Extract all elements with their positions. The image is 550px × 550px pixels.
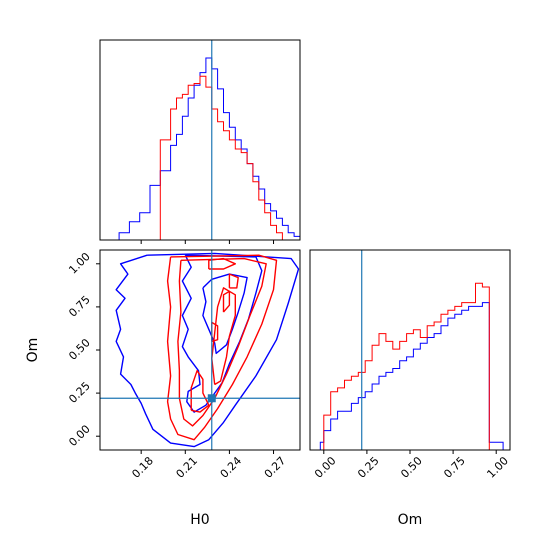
om-tick-label: 0.00 — [66, 422, 93, 449]
h0-hist-frame — [99, 39, 301, 241]
om-x-tick-label: 0.00 — [312, 454, 339, 481]
contour-10 — [208, 257, 236, 270]
h0-tick-label: 0.18 — [129, 454, 156, 481]
om-hist-series-1 — [320, 282, 504, 450]
contour-5 — [190, 370, 210, 413]
om-x-axis-label: Om — [398, 512, 423, 528]
om-tick-label: 0.75 — [66, 293, 93, 320]
om-axis-label: Om — [25, 338, 41, 363]
contour-0 — [115, 252, 300, 448]
om-tick-label: 0.25 — [66, 379, 93, 406]
h0-hist-series-1 — [119, 75, 300, 240]
om-marginal-panel: 0.00 0.25 0.50 0.75 1.00 — [309, 249, 511, 481]
truth-marker — [207, 394, 216, 403]
om-x-tick-label: 0.50 — [398, 454, 425, 481]
h0-tick-label: 0.21 — [174, 454, 201, 481]
h0-hist-series-0 — [118, 57, 300, 240]
h0-tick-label: 0.24 — [218, 454, 245, 481]
om-hist-frame — [309, 249, 511, 451]
om-tick-label: 1.00 — [66, 250, 93, 277]
contour-9 — [228, 273, 239, 289]
om-hist-series-0 — [319, 302, 504, 450]
h0-om-contour-panel: 0.18 0.21 0.24 0.27 0.00 0.25 0.50 0.75 1.00 — [66, 249, 301, 481]
contour-4 — [177, 257, 267, 427]
om-x-tick-label: 1.00 — [484, 454, 511, 481]
om-x-tick-label: 0.25 — [355, 454, 382, 481]
h0-axis-label: H0 — [190, 512, 209, 528]
om-tick-label: 0.50 — [66, 336, 93, 363]
om-x-tick-label: 0.75 — [441, 454, 468, 481]
h0-tick-label: 0.27 — [262, 454, 289, 481]
contour-3 — [166, 254, 278, 441]
contour-1 — [181, 254, 263, 413]
h0-marginal-panel — [99, 39, 301, 244]
contour-8 — [222, 290, 231, 313]
